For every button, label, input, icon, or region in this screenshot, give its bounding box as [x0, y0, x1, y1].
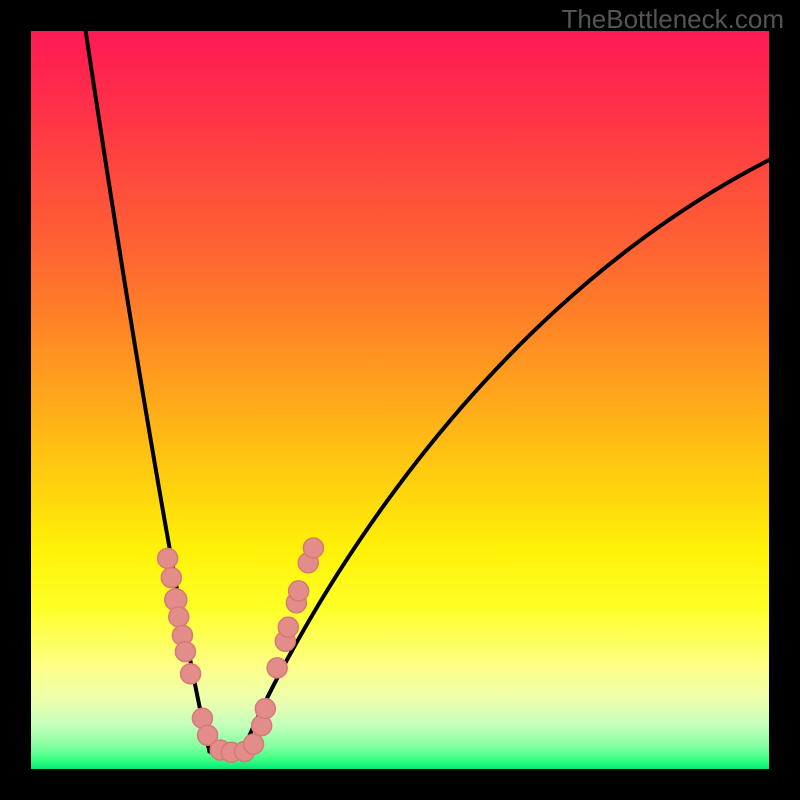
chart-stage: TheBottleneck.com	[0, 0, 800, 800]
data-marker	[175, 642, 195, 662]
data-marker	[158, 548, 178, 568]
data-marker	[161, 568, 181, 588]
data-marker	[267, 658, 287, 678]
data-marker	[169, 607, 189, 627]
data-marker	[289, 581, 309, 601]
data-marker	[278, 617, 298, 637]
data-marker	[181, 664, 201, 684]
chart-svg	[0, 0, 800, 800]
plot-background	[30, 30, 770, 770]
watermark-text: TheBottleneck.com	[561, 4, 784, 35]
data-marker	[255, 699, 275, 719]
data-marker	[243, 734, 263, 754]
data-marker	[303, 538, 323, 558]
